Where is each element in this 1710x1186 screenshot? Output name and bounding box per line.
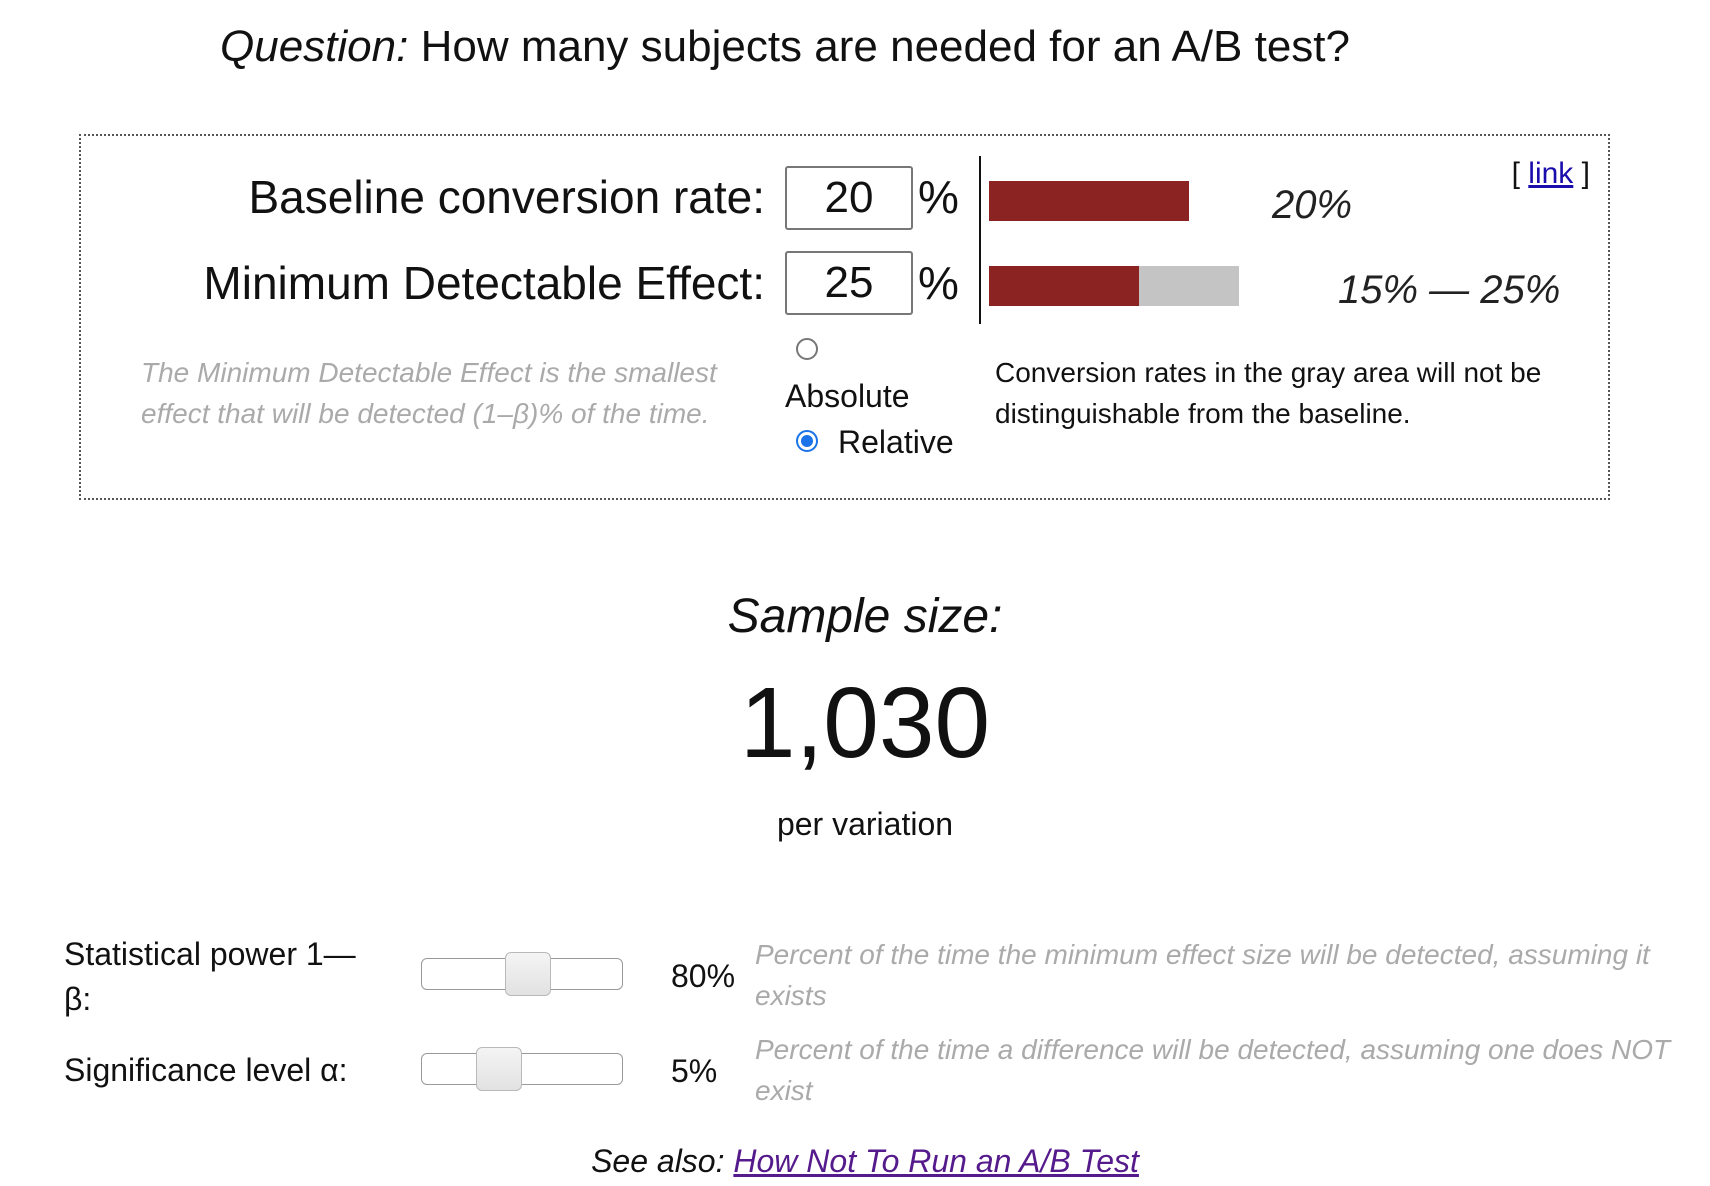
mde-input[interactable]	[785, 251, 913, 315]
absolute-label[interactable]: Absolute	[785, 378, 910, 414]
gray-area-note: Conversion rates in the gray area will n…	[995, 357, 1542, 429]
baseline-bar-label: 20%	[1272, 183, 1353, 227]
relative-label[interactable]: Relative	[838, 424, 954, 460]
see-also-label: See also:	[591, 1143, 725, 1179]
permalink-link[interactable]: link	[1528, 157, 1574, 190]
mde-label: Minimum Detectable Effect:	[203, 257, 765, 309]
see-also: See also: How Not To Run an A/B Test	[0, 1143, 1710, 1180]
question-label: Question:	[220, 22, 409, 71]
power-slider-thumb[interactable]	[505, 952, 552, 996]
power-value: 80%	[671, 958, 736, 994]
permalink-close-bracket: ]	[1581, 157, 1590, 190]
sample-size-unit: per variation	[776, 806, 954, 842]
mde-percent: %	[918, 257, 959, 309]
bar-axis-line	[979, 156, 981, 324]
power-label: Statistical power 1—β:	[64, 936, 356, 1017]
relative-radio[interactable]	[796, 430, 818, 452]
absolute-radio[interactable]	[796, 338, 818, 360]
significance-help-text: Percent of the time a difference will be…	[755, 1034, 1671, 1106]
range-low-bar	[989, 266, 1139, 306]
mde-help-text: The Minimum Detectable Effect is the sma…	[141, 357, 717, 429]
range-bar-label: 15% — 25%	[1338, 268, 1561, 312]
question-text: How many subjects are needed for an A/B …	[420, 22, 1350, 71]
sample-size-value: 1,030	[739, 667, 991, 779]
baseline-rate-bar	[989, 181, 1189, 221]
significance-value: 5%	[671, 1053, 718, 1089]
baseline-percent: %	[918, 171, 959, 223]
see-also-link[interactable]: How Not To Run an A/B Test	[733, 1143, 1139, 1179]
indistinguishable-range-bar	[1139, 266, 1239, 306]
sample-size-heading: Sample size:	[727, 590, 1003, 643]
significance-slider[interactable]	[421, 1053, 623, 1085]
input-panel	[79, 134, 1610, 500]
significance-label: Significance level α:	[64, 1052, 348, 1088]
significance-slider-thumb[interactable]	[475, 1047, 522, 1091]
power-help-text: Percent of the time the minimum effect s…	[755, 939, 1650, 1011]
baseline-input[interactable]	[785, 166, 913, 230]
permalink-open-bracket: [	[1511, 157, 1520, 190]
baseline-label: Baseline conversion rate:	[248, 171, 765, 223]
question-title: Question: How many subjects are needed f…	[0, 22, 1570, 72]
permalink: [ link ]	[1512, 157, 1590, 191]
